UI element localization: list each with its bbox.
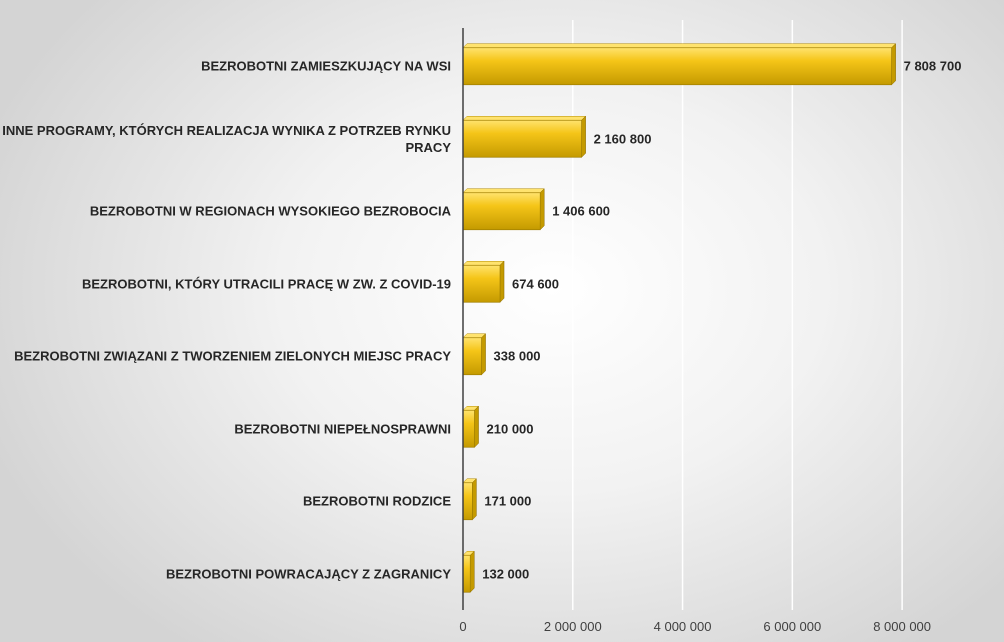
category-label: BEZROBOTNI, KTÓRY UTRACILI PRACĘ W ZW. Z… xyxy=(81,276,451,292)
data-label: 7 808 700 xyxy=(903,58,962,74)
category-label: BEZROBOTNI ZWIĄZANI Z TWORZENIEM ZIELONY… xyxy=(14,348,451,364)
category-label: BEZROBOTNI ZAMIESZKUJĄCY NA WSI xyxy=(201,58,451,74)
x-tick-label: 2 000 000 xyxy=(543,619,602,634)
bar xyxy=(462,43,897,86)
category-label: BEZROBOTNI W REGIONACH WYSOKIEGO BEZROBO… xyxy=(89,203,451,219)
data-label: 2 160 800 xyxy=(593,131,652,147)
data-label: 171 000 xyxy=(484,493,532,509)
x-tick-label: 0 xyxy=(459,619,467,634)
data-label: 1 406 600 xyxy=(552,203,611,219)
bar xyxy=(462,550,475,593)
bar xyxy=(462,260,505,303)
bar xyxy=(462,115,587,158)
category-label: BEZROBOTNI POWRACAJĄCY Z ZAGRANICY xyxy=(165,566,451,582)
bar xyxy=(462,188,545,231)
category-label: BEZROBOTNI NIEPEŁNOSPRAWNI xyxy=(234,421,451,437)
data-label: 132 000 xyxy=(482,566,530,582)
data-label: 674 600 xyxy=(512,276,560,292)
bar xyxy=(462,333,487,376)
bar xyxy=(462,405,480,448)
data-label: 210 000 xyxy=(486,421,534,437)
x-tick-label: 8 000 000 xyxy=(873,619,932,634)
category-label: INNE PROGRAMY, KTÓRYCH REALIZACJA WYNIKA… xyxy=(2,122,451,155)
category-label: BEZROBOTNI RODZICE xyxy=(302,493,451,509)
x-tick-label: 4 000 000 xyxy=(653,619,712,634)
bar xyxy=(462,478,477,521)
data-label: 338 000 xyxy=(493,348,541,364)
x-tick-label: 6 000 000 xyxy=(763,619,822,634)
